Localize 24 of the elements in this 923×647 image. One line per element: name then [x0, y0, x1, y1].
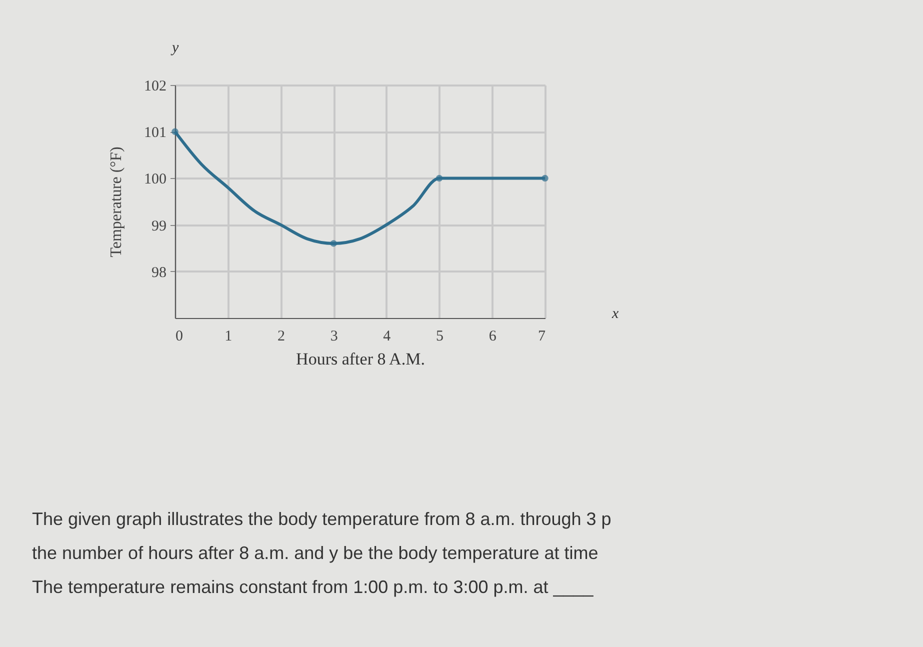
y-axis-title: Temperature (°F) [108, 146, 125, 258]
x-tick-label: 2 [277, 328, 285, 344]
y-tick-label: 100 [144, 172, 166, 188]
point [172, 128, 178, 135]
y-tick-label: 101 [144, 125, 166, 142]
text: The given graph illustrates the body temperature from 8 a.m. through 3 p [32, 508, 612, 531]
x-tick-label: 0 [176, 328, 183, 344]
text: the number of hours after 8 a.m. and y be the body temperature at time [32, 542, 600, 565]
x-tick-label: 5 [436, 328, 444, 344]
y-tick-label: 99 [152, 218, 166, 234]
point [330, 240, 337, 247]
text: The temperature remains constant from 1:00 p.m. to 3:00 p.m. at ____ [32, 576, 594, 599]
y-tick-label: 102 [144, 78, 166, 94]
text: y [172, 40, 179, 57]
y-tick-label: 98 [152, 264, 166, 281]
x-axis-title: Hours after 8 A.M. [296, 350, 425, 368]
point [436, 174, 443, 182]
x-tick-label: 6 [488, 328, 497, 344]
x-tick-label: 3 [330, 328, 338, 344]
x-tick-label: 4 [383, 328, 392, 344]
text: x [612, 306, 619, 323]
point [542, 174, 548, 182]
x-tick-label: 7 [538, 328, 546, 344]
x-tick-label: 1 [224, 328, 232, 344]
